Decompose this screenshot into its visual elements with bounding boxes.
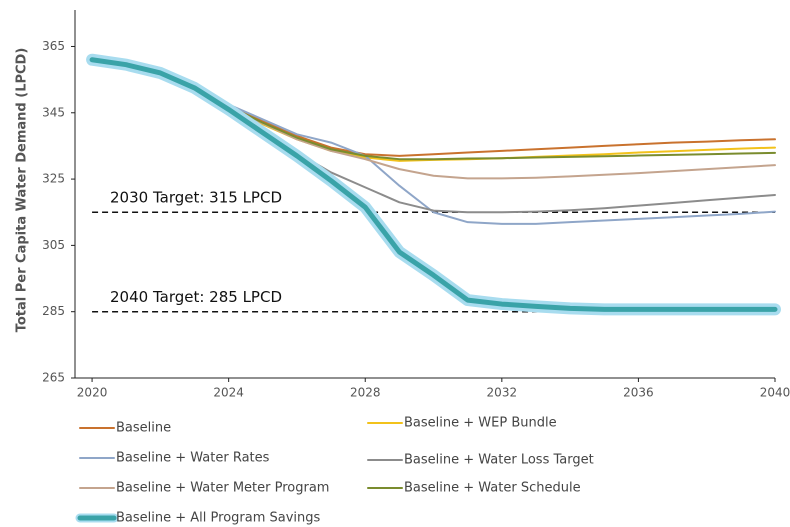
x-tick-label: 2020 — [77, 386, 108, 400]
y-tick-label: 365 — [42, 39, 65, 53]
x-tick-label: 2036 — [623, 386, 654, 400]
x-tick-label: 2024 — [213, 386, 244, 400]
legend-label: Baseline + All Program Savings — [116, 511, 321, 526]
legend-label: Baseline + Water Loss Target — [404, 453, 594, 468]
y-tick-label: 345 — [42, 105, 65, 119]
legend-label: Baseline + Water Schedule — [404, 481, 581, 496]
legend-label: Baseline + WEP Bundle — [404, 416, 557, 431]
x-tick-label: 2032 — [487, 386, 518, 400]
series-line — [91, 58, 776, 157]
y-tick-label: 325 — [42, 172, 65, 186]
legend-label: Baseline + Water Meter Program — [116, 481, 329, 496]
series-line — [91, 58, 776, 161]
x-tick-label: 2040 — [760, 386, 790, 400]
y-axis-label: Total Per Capita Water Demand (LPCD) — [15, 48, 30, 333]
series-glow — [86, 53, 781, 316]
series-line — [91, 58, 776, 162]
x-tick-label: 2028 — [350, 386, 381, 400]
series-line — [89, 57, 778, 312]
target-label: 2030 Target: 315 LPCD — [110, 189, 282, 207]
y-tick-label: 305 — [42, 238, 65, 252]
legend-label: Baseline — [116, 421, 171, 436]
legend-label: Baseline + Water Rates — [116, 451, 270, 466]
target-label: 2040 Target: 285 LPCD — [110, 288, 282, 306]
y-tick-label: 285 — [42, 304, 65, 318]
y-tick-label: 265 — [42, 371, 65, 385]
